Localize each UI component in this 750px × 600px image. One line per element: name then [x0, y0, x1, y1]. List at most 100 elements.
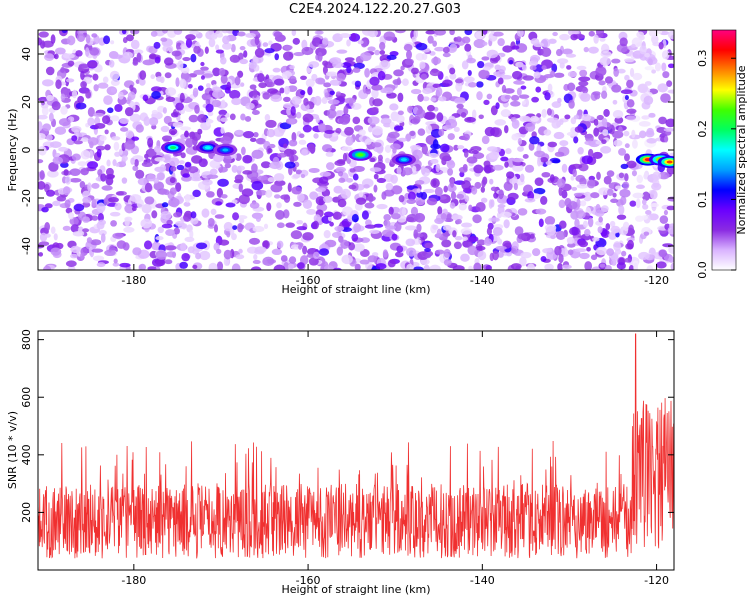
heatmap-cell: [638, 130, 647, 139]
heatmap-cell: [82, 228, 90, 233]
heatmap-cell: [99, 135, 107, 142]
heatmap-cell: [546, 247, 553, 253]
heatmap-cell: [388, 206, 394, 215]
heatmap-cell: [165, 87, 177, 96]
heatmap-cell: [406, 263, 414, 270]
heatmap-cell: [184, 161, 192, 168]
heatmap-cell: [527, 263, 536, 270]
heatmap-cell: [376, 203, 388, 210]
heatmap-cell: [579, 252, 590, 260]
heatmap-cell: [150, 86, 162, 93]
heatmap-cell: [283, 96, 291, 102]
heatmap-cell: [257, 137, 264, 144]
heatmap-cell: [53, 53, 59, 60]
heatmap-cell: [336, 110, 342, 116]
heatmap-cell: [535, 208, 547, 215]
heatmap-cell: [383, 31, 396, 42]
heatmap-cell: [239, 46, 246, 51]
heatmap-cell: [184, 193, 191, 203]
heatmap-cell: [413, 233, 424, 238]
heatmap-cell: [504, 94, 512, 100]
heatmap-cell: [632, 72, 643, 81]
heatmap-cell: [442, 224, 452, 231]
heatmap-cell: [645, 210, 652, 215]
heatmap-cell: [648, 112, 656, 118]
heatmap-cell: [42, 40, 54, 48]
heatmap-cell: [332, 211, 342, 220]
heatmap-cell: [220, 127, 225, 134]
heatmap-cell: [611, 58, 621, 64]
heatmap-cell: [72, 230, 85, 237]
heatmap-cell: [484, 126, 495, 137]
heatmap-cell: [452, 230, 457, 238]
heatmap-cell: [404, 58, 414, 66]
heatmap-cell: [468, 265, 473, 270]
heatmap-cell: [371, 125, 383, 136]
heatmap-cell: [44, 233, 51, 238]
heatmap-cell: [140, 218, 153, 229]
heatmap-cell: [137, 177, 148, 186]
heatmap-cell: [499, 211, 512, 218]
heatmap-cell: [146, 173, 156, 182]
snr-line: [38, 333, 674, 559]
heatmap-cell: [662, 71, 670, 79]
heatmap-cell: [440, 213, 447, 220]
heatmap-cell: [453, 241, 462, 250]
heatmap-cell: [361, 30, 374, 36]
heatmap-cell: [112, 262, 120, 267]
heatmap-cell: [540, 256, 547, 263]
heatmap-cell: [332, 61, 344, 69]
heatmap-cell: [56, 195, 67, 202]
heatmap-cell: [42, 265, 52, 270]
heatmap-cell: [232, 212, 240, 221]
heatmap-cell: [125, 130, 134, 139]
heatmap-cell: [323, 195, 333, 203]
heatmap-cell: [509, 178, 518, 185]
heatmap-cell: [200, 61, 205, 67]
heatmap-cell: [46, 94, 54, 102]
heatmap-cell: [96, 221, 105, 230]
heatmap-cell: [373, 173, 379, 180]
heatmap-cell: [267, 88, 278, 94]
heatmap-cell: [321, 96, 328, 105]
heatmap-cell: [541, 47, 552, 57]
heatmap-cell: [121, 155, 128, 162]
x-tick-label: -180: [121, 274, 146, 287]
heatmap-cell: [166, 251, 177, 258]
heatmap-cell: [218, 109, 228, 116]
heatmap-cell: [578, 80, 589, 87]
heatmap-cell: [650, 202, 659, 208]
heatmap-cell: [471, 149, 479, 155]
heatmap-cell: [103, 35, 111, 45]
heatmap-cell: [566, 65, 572, 70]
heatmap-cell: [268, 40, 273, 46]
heatmap-cell: [132, 60, 139, 66]
heatmap-cell: [109, 70, 120, 80]
heatmap-cell: [383, 87, 394, 94]
heatmap-cell: [567, 82, 576, 92]
heatmap-cell: [125, 99, 131, 105]
heatmap-cell: [119, 118, 130, 125]
heatmap-cell: [273, 194, 281, 199]
heatmap-cell: [283, 85, 291, 95]
heatmap-cell: [571, 186, 578, 191]
heatmap-cell: [358, 191, 364, 198]
heatmap-cell: [155, 259, 166, 267]
heatmap-cell: [453, 126, 460, 133]
heatmap-cell: [130, 39, 140, 50]
heatmap-cell: [262, 240, 269, 249]
heatmap-cell: [112, 232, 124, 239]
heatmap-cell: [316, 30, 324, 35]
heatmap-cell: [190, 53, 197, 63]
heatmap-cell: [629, 200, 637, 207]
heatmap-cell: [584, 261, 593, 270]
x-tick-label: -140: [470, 274, 495, 287]
heatmap-cell: [523, 98, 530, 108]
heatmap-cell: [91, 248, 104, 253]
heatmap-cell: [175, 102, 184, 111]
heatmap-cell: [292, 37, 300, 45]
heatmap-cell: [481, 179, 486, 188]
heatmap-cell: [396, 166, 402, 175]
heatmap-cell: [579, 69, 588, 77]
heatmap-cell: [64, 199, 71, 208]
